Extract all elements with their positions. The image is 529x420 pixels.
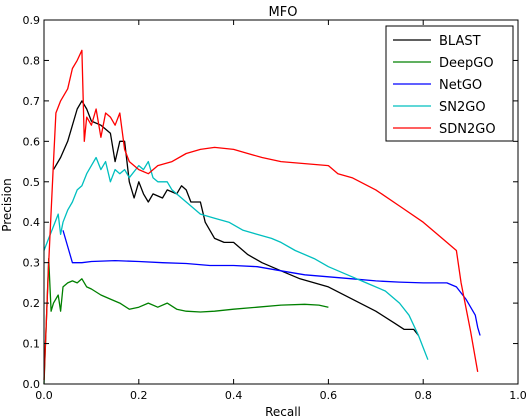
- series-line-sdn2go: [43, 49, 479, 381]
- chart-title: MFO: [269, 5, 298, 20]
- series-layer: [43, 49, 481, 385]
- x-axis-label: Recall: [265, 405, 301, 419]
- y-tick-label: 0.0: [23, 378, 41, 391]
- series-line-blast: [52, 100, 420, 336]
- y-tick-label: 0.7: [23, 95, 41, 108]
- series-line-deepgo: [43, 257, 329, 385]
- series-line-netgo: [62, 230, 481, 336]
- legend-label-netgo: NetGO: [439, 78, 482, 93]
- x-tick-label: 1.0: [509, 389, 527, 402]
- x-tick-label: 0.8: [414, 389, 432, 402]
- y-tick-label: 0.5: [23, 176, 41, 189]
- x-tick-label: 0.0: [35, 389, 53, 402]
- legend-label-deepgo: DeepGO: [439, 56, 494, 71]
- y-tick-label: 0.1: [23, 338, 41, 351]
- legend-label-sn2go: SN2GO: [439, 100, 486, 115]
- legend-items: BLAST DeepGO NetGO SN2GO SDN2GO: [393, 34, 496, 137]
- legend-label-sdn2go: SDN2GO: [439, 122, 496, 137]
- x-tick-label: 0.6: [320, 389, 338, 402]
- ticks-layer: 0.0 0.2 0.4 0.6 0.8 1.0 0.0 0.1 0.2 0.3 0.4 0.5 0.6 0…: [23, 14, 527, 402]
- y-tick-label: 0.6: [23, 135, 41, 148]
- y-axis-label: Precision: [0, 178, 14, 232]
- legend: BLAST DeepGO NetGO SN2GO SDN2GO: [385, 25, 514, 142]
- y-tick-label: 0.3: [23, 257, 41, 270]
- y-tick-label: 0.8: [23, 54, 41, 67]
- x-tick-label: 0.2: [130, 389, 148, 402]
- legend-label-blast: BLAST: [439, 34, 481, 49]
- plot-frame: [43, 19, 519, 385]
- y-tick-label: 0.4: [23, 216, 41, 229]
- series-line-sn2go: [43, 156, 429, 360]
- x-tick-label: 0.4: [225, 389, 243, 402]
- y-tick-label: 0.2: [23, 297, 41, 310]
- y-tick-label: 0.9: [23, 14, 41, 27]
